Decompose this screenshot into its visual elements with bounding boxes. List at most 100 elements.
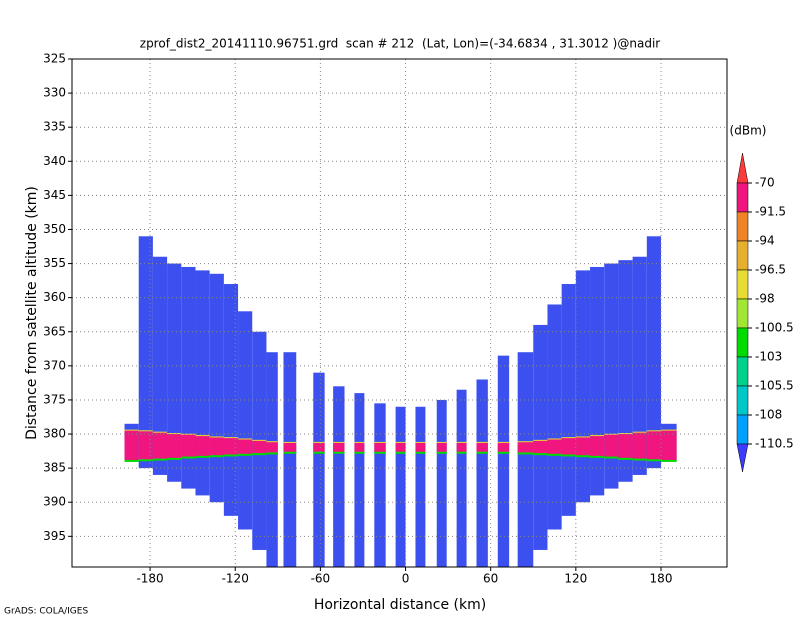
bright-band [575,437,591,456]
bright-band [238,439,253,454]
colorbar-box [736,385,749,416]
bright-band [313,442,325,452]
colorbar-label: -70 [755,176,775,190]
band-rim-low [354,450,365,454]
echo-column [138,236,153,469]
chart-title: zprof_dist2_20141110.96751.grd scan # 21… [140,37,661,51]
band-rim-low [604,455,619,459]
x-tick-label: 180 [650,572,673,586]
band-rim-low [497,450,510,454]
y-tick-label: 380 [43,427,66,441]
colorbar-title: (dBm) [730,124,767,138]
echo-column [223,284,239,516]
colorbar-cap [736,443,749,473]
echo-column [238,311,253,530]
echo-column [476,379,488,567]
bright-band [266,442,278,453]
band-rim-low [333,450,345,454]
y-tick-label: 325 [43,52,66,66]
bright-band [561,438,576,455]
bright-band [517,442,534,453]
y-tick-label: 355 [43,256,66,270]
band-rim-low [266,451,278,455]
echo-column [632,256,647,475]
bright-band [395,442,406,452]
band-rim-low [547,452,562,456]
band-rim-low [533,452,548,456]
colorbar-label: -91.5 [755,205,786,219]
bright-band [456,442,467,452]
echo-column [354,393,365,567]
bright-band [547,439,562,454]
x-tick-label: 0 [402,572,410,586]
colorbar-label: -98 [755,292,775,306]
y-tick-label: 395 [43,529,66,543]
colorbar-box [736,211,749,242]
colorbar-label: -94 [755,234,775,248]
band-rim-low [395,450,406,454]
colorbar-label: -105.5 [755,379,794,393]
band-rim-low [575,454,591,458]
y-tick-label: 375 [43,392,66,406]
echo-column [333,386,345,567]
echo-column [575,270,591,503]
echo-column [167,263,182,482]
y-tick-label: 390 [43,495,66,509]
y-tick-label: 345 [43,188,66,202]
band-rim-low [238,452,253,456]
echo-column [181,266,196,489]
echo-column [415,406,426,567]
bright-band [415,442,426,452]
bright-band [195,436,210,456]
x-tick-label: -120 [222,572,249,586]
x-axis-label: Horizontal distance (km) [314,597,486,613]
band-rim-low [138,458,153,462]
bright-band [167,434,182,458]
echo-column [497,355,510,567]
band-rim-low [252,452,267,456]
bright-band [223,438,239,455]
band-rim-low [283,450,297,454]
y-tick-label: 360 [43,290,66,304]
echo-column [533,324,548,550]
echo-column [283,352,297,567]
echo-column [604,263,619,489]
footer: GrADS: COLA/IGES [4,607,88,617]
colorbar-box [736,269,749,300]
echo-column [436,399,447,567]
bright-band [124,430,139,460]
colorbar-box [736,414,749,445]
bright-band [533,440,548,454]
echo-column [395,406,406,567]
echo-column [374,403,386,567]
y-tick-label: 370 [43,358,66,372]
band-rim-low [590,454,605,458]
bright-band [661,430,677,460]
echo-column [517,352,534,567]
band-rim-low [124,458,139,462]
band-rim-low [181,455,196,459]
y-tick-label: 385 [43,461,66,475]
band-rim-low [618,456,633,460]
colorbar-box [736,298,749,329]
y-tick-label: 330 [43,86,66,100]
bright-band [604,434,619,457]
x-tick-label: -60 [311,572,331,586]
band-rim-low [456,450,467,454]
plot-frame [71,58,728,568]
bright-band [138,431,153,460]
bright-band [252,440,267,454]
bright-band [209,437,224,456]
bright-band [354,442,365,452]
colorbar-box [736,327,749,358]
bright-band [436,442,447,452]
y-tick-label: 350 [43,222,66,236]
echo-column [456,389,467,567]
y-tick-label: 340 [43,154,66,168]
echo-column [195,270,210,496]
band-rim-low [223,453,239,457]
band-rim-low [661,458,677,462]
echo-column [266,352,278,567]
colorbar-label: -96.5 [755,263,786,277]
